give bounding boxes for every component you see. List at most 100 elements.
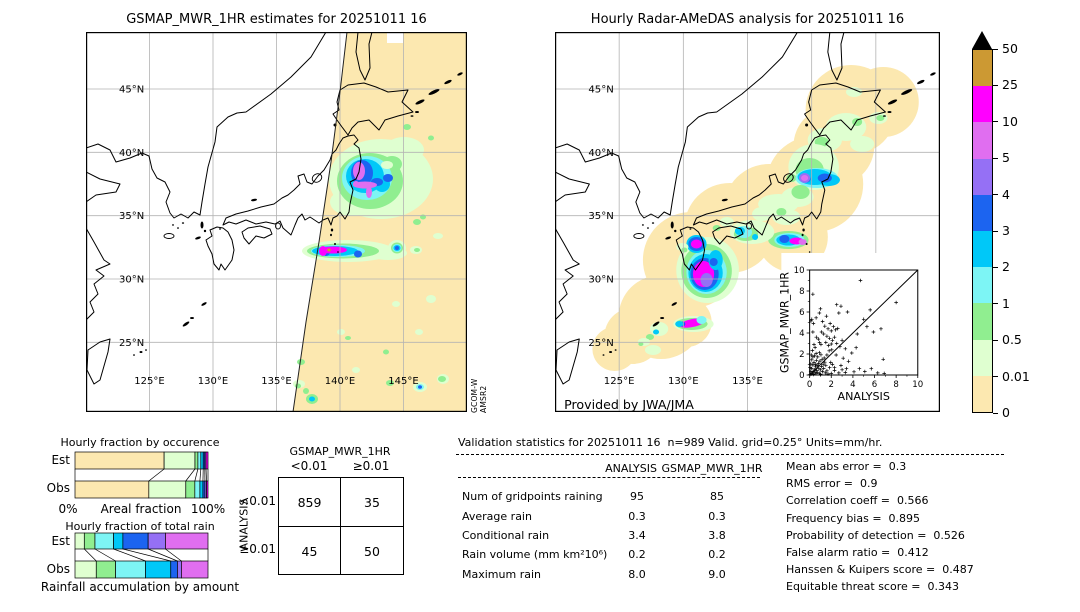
lat-label: 35°N [588,211,613,222]
colorbar: 50 25 10 5 4 3 2 1 0.5 0.01 0 [972,31,1042,420]
scatter-point [831,324,836,329]
precip-blob [675,321,684,327]
colorbar-segment [973,303,992,340]
scatter-point [826,327,830,331]
islet [177,227,179,229]
colorbar-tick [993,412,998,414]
scatter-point [839,304,843,308]
islet [646,227,649,229]
provided-by-label: Provided by JWA/JMA [564,397,694,412]
scatter-point [815,355,820,359]
precip-blob [297,359,305,365]
contingency-row-header-2: ≥0.01 [239,542,276,556]
scatter-point [825,369,829,373]
bar-segment [177,560,182,579]
scatter-point [827,336,832,340]
islet [181,222,185,224]
stats-row: Rain volume (mm km²10⁶) 0.2 0.2 [462,545,772,564]
scatter-point [863,369,867,374]
scatter-point [814,335,819,339]
islet-outline [746,222,752,230]
scatter-point [822,324,827,328]
occurrence-bars [74,451,209,499]
y-tick-label: 6 [799,308,804,318]
occurrence-row-label-est: Est [51,453,70,467]
scatter-point [861,317,866,322]
scatter-point [818,307,823,311]
scatter-point [830,362,835,367]
precip-blob [876,115,885,121]
scatter-point [812,342,816,347]
stats-row-label: Average rain [462,509,532,523]
islet [660,317,665,319]
stats-row-label: Num of gridpoints raining [462,490,603,504]
colorbar-tick [993,84,998,86]
precip-blob [418,385,422,389]
scatter-point [832,335,837,339]
scatter-point [846,359,851,364]
precip-blob [681,247,688,253]
precip-blob [719,217,734,227]
scatter-point [832,368,837,373]
contingency-row: 45 50 [279,527,403,575]
scatter-point [814,358,819,363]
islet [602,354,605,356]
coastline [86,338,111,385]
contingency-cell: 35 [364,494,380,510]
precip-blob [644,345,662,355]
islet [330,233,332,237]
islet [182,321,190,327]
scatter-point [824,363,828,368]
colorbar-over-triangle [972,31,992,49]
colorbar-segment [973,50,992,87]
scatter-point [834,302,839,307]
scatter-point [819,353,823,357]
precip-blob [383,174,393,182]
colorbar-tick-label: 50 [1002,41,1018,56]
colorbar-tick [993,376,998,378]
islet [203,229,207,233]
lat-label: 30°N [119,275,144,286]
scatter-point [811,330,815,334]
contingency-col-header-2: ≥0.01 [352,459,390,473]
precip-blob [690,239,703,249]
metric-line: Correlation coeff = 0.566 [786,494,929,508]
precip-blob [779,235,790,243]
bar-segment [74,480,150,499]
precip-blob [383,349,389,355]
stats-gsmap-value: 9.0 [708,567,726,581]
islet [651,222,655,224]
occurrence-xmin-label: 0% [58,502,78,516]
scatter-point [844,366,849,371]
scatter-point [875,371,880,375]
precip-blob [327,248,331,252]
y-tick-label: 0 [799,371,804,381]
scatter-point [815,363,820,368]
colorbar-tick-label: 2 [1002,259,1010,275]
bar-segment [74,532,85,550]
occurrence-row-label-obs: Obs [46,481,70,495]
scatter-point [811,363,815,367]
islet [674,229,677,233]
colorbar-tick-label: 0 [1002,405,1010,420]
bar-segment [74,560,97,579]
scatter-point [816,337,821,341]
x-tick-label: 6 [872,380,877,390]
precip-blob [295,383,301,389]
islet [201,302,207,306]
bar-segment [199,480,204,499]
stats-divider-top [456,454,1004,455]
x-tick-label: 0 [807,380,812,390]
scatter-point [868,308,872,312]
bar-segment [94,532,114,550]
totalrain-row-label-est: Est [51,534,70,548]
precip-blob [426,295,436,303]
colorbar-tick [993,121,998,123]
colorbar-segment [973,194,992,231]
scatter-point [819,364,824,369]
islet [139,351,143,353]
bar-connector [122,548,171,562]
scatter-point [822,356,827,360]
coastline [555,338,580,385]
bar-segment [74,451,165,470]
